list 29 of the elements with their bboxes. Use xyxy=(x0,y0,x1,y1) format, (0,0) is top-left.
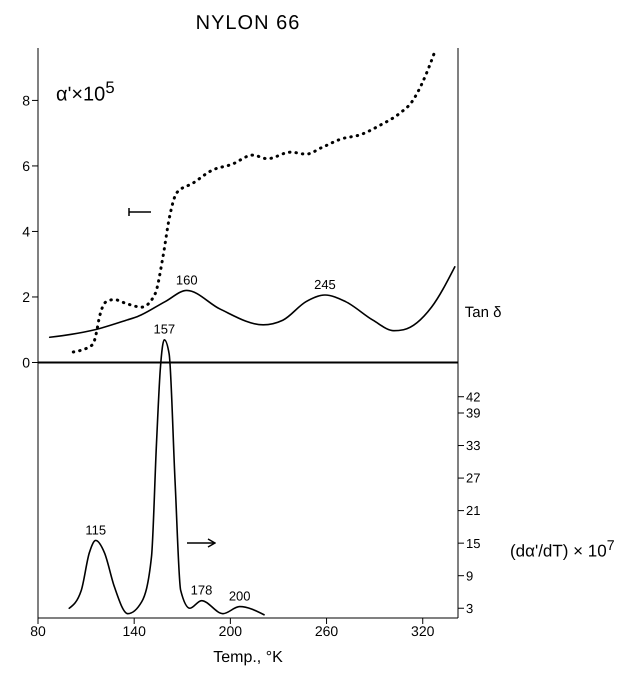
annotation: 200 xyxy=(228,588,251,604)
y-tick-label: 0 xyxy=(22,354,30,370)
x-tick-label: 260 xyxy=(314,622,338,639)
y2-tick-label: 42 xyxy=(466,389,480,404)
annotation: 157 xyxy=(153,322,176,337)
y2-tick-label: 15 xyxy=(466,536,480,551)
y-axis-title: α'×10$^{5}$ xyxy=(56,78,115,107)
y2-axis-title: (dα'/dT) × 10$^{7}$ xyxy=(510,538,615,562)
y-tick-label: 8 xyxy=(22,92,30,108)
y2-tick-label: 33 xyxy=(466,438,480,454)
annotation: 160 xyxy=(176,272,198,288)
y-tick-label: 6 xyxy=(22,158,30,174)
x-tick-label: 320 xyxy=(411,622,435,639)
y2-tick-label: 3 xyxy=(466,600,474,616)
y-tick-label: 2 xyxy=(22,288,30,305)
x-tick-label: 200 xyxy=(218,622,242,639)
annotation: 178 xyxy=(190,582,212,598)
y2-tick-label: 39 xyxy=(466,406,480,421)
annotation: 115 xyxy=(85,522,106,538)
y2-tick-label: 21 xyxy=(466,503,480,518)
y2-tick-label: 27 xyxy=(466,470,480,486)
series-label: Tan δ xyxy=(464,304,502,321)
x-axis-title: Temp., °K xyxy=(213,649,284,666)
x-tick-label: 140 xyxy=(122,622,146,639)
x-tick-label: 80 xyxy=(30,622,46,639)
y2-tick-label: 9 xyxy=(466,568,474,584)
annotation: 245 xyxy=(314,277,336,292)
y-tick-label: 4 xyxy=(22,223,30,240)
chart-title: NYLON 66 xyxy=(194,12,302,35)
